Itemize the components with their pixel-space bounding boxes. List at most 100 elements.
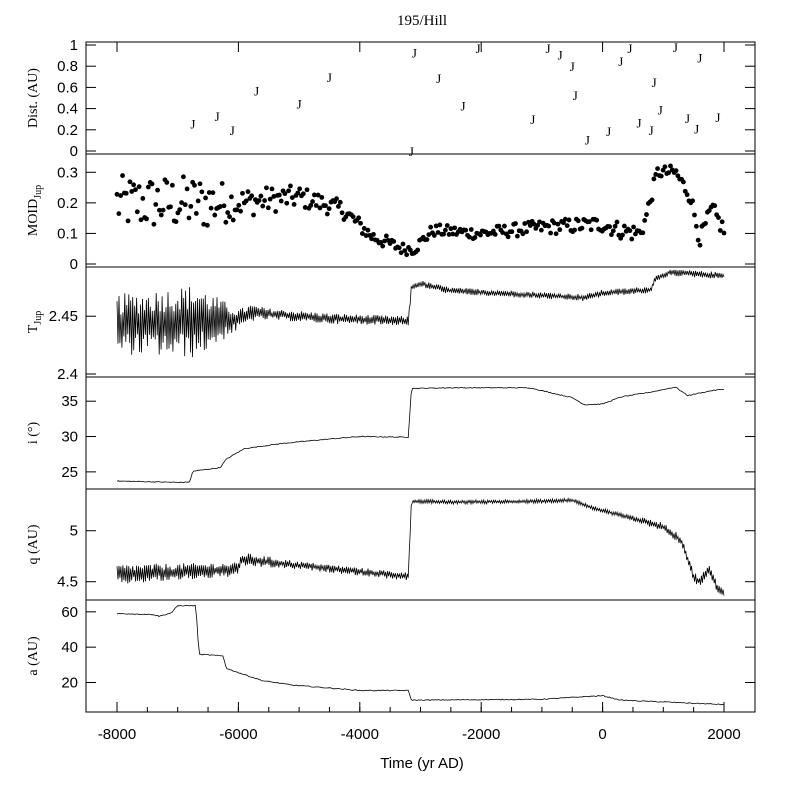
moid-point: [415, 247, 421, 253]
y-tick-label: 60: [61, 604, 78, 621]
moid-point: [520, 231, 526, 237]
panel-moid: 0 0.1 0.2 0.3 MOIDJup: [26, 153, 756, 273]
moid-point: [391, 238, 397, 244]
moid-point: [195, 198, 201, 204]
y-axis-label-main: i (°): [26, 422, 41, 445]
moid-point: [230, 217, 236, 223]
moid-point: [136, 184, 142, 190]
y-axis-label-sub: Jup: [33, 185, 44, 199]
moid-point: [278, 198, 284, 204]
moid-point: [356, 215, 362, 221]
moid-point: [284, 200, 290, 206]
jupiter-encounter-marker: J: [230, 123, 235, 138]
moid-point: [588, 227, 594, 233]
moid-point: [310, 199, 315, 204]
y-axis-label-main: a (AU): [26, 636, 41, 676]
moid-point: [236, 202, 242, 208]
moid-point: [138, 217, 144, 223]
moid-point: [463, 227, 469, 233]
moid-point: [719, 219, 725, 225]
moid-point: [496, 223, 502, 229]
moid-point: [640, 230, 646, 236]
y-axis-label-main: q (AU): [26, 524, 41, 564]
moid-point: [594, 217, 600, 223]
jupiter-encounter-marker: J: [530, 112, 535, 127]
moid-point: [127, 179, 133, 185]
moid-point: [212, 212, 218, 218]
jupiter-encounter-marker: J: [685, 111, 690, 126]
moid-point: [522, 221, 528, 226]
moid-point: [125, 218, 131, 224]
moid-point: [424, 237, 430, 242]
panel-frame: [85, 41, 756, 155]
moid-point: [313, 203, 319, 208]
moid-point: [181, 174, 186, 180]
x-tick-label: -6000: [219, 726, 257, 743]
jupiter-encounter-marker: J: [606, 124, 611, 139]
moid-point: [304, 187, 310, 193]
x-tick-label: 0: [598, 726, 606, 743]
moid-point: [448, 226, 454, 232]
moid-point: [561, 220, 566, 226]
moid-point: [120, 173, 125, 178]
moid-point: [265, 205, 271, 211]
jupiter-encounter-marker: J: [558, 48, 563, 63]
y-axis-label-sub: Jup: [33, 311, 44, 325]
jupiter-encounter-marker: J: [649, 123, 654, 138]
y-axis-label: MOIDJup: [26, 185, 44, 236]
jupiter-encounter-marker: J: [436, 71, 441, 86]
y-tick-label: 0.3: [57, 164, 78, 181]
moid-point: [210, 190, 216, 196]
moid-point: [153, 202, 159, 207]
panel-frame: [85, 599, 756, 713]
y-tick-label: 2.45: [49, 308, 78, 325]
moid-point: [302, 205, 308, 210]
moid-point: [177, 207, 183, 213]
jupiter-encounter-marker: J: [658, 103, 663, 118]
moid-point: [203, 195, 208, 201]
y-axis-label: i (°): [26, 422, 41, 445]
moid-point: [256, 198, 262, 203]
moid-point: [271, 194, 277, 199]
y-tick-label: 0: [70, 256, 78, 273]
moid-point: [407, 247, 413, 253]
jupiter-encounter-marker: J: [297, 96, 302, 111]
moid-point: [149, 181, 155, 187]
moid-point: [264, 185, 269, 191]
moid-point: [721, 230, 727, 236]
panel-frame: [85, 488, 756, 601]
moid-point: [631, 224, 636, 230]
moid-point: [562, 216, 568, 222]
moid-point: [651, 176, 657, 182]
moid-point: [160, 207, 166, 213]
moid-point: [531, 221, 537, 227]
panel-a: 20 40 60 a (AU): [26, 599, 756, 713]
y-tick-label: 40: [61, 639, 78, 656]
moid-point: [537, 219, 542, 225]
series-a: [116, 604, 725, 706]
moid-point: [426, 232, 432, 237]
jupiter-encounter-marker: J: [618, 54, 623, 69]
jupiter-encounter-marker: J: [585, 132, 590, 147]
moid-point: [199, 189, 205, 195]
moid-point: [428, 224, 434, 230]
moid-point: [441, 231, 446, 237]
moid-point: [208, 205, 214, 211]
moid-point: [323, 203, 328, 209]
moid-point: [435, 230, 441, 235]
moid-point: [339, 210, 345, 216]
moid-point: [182, 202, 188, 208]
panel-frame: [85, 376, 756, 490]
moid-point: [586, 219, 592, 225]
moid-point: [358, 220, 363, 226]
panel-incl: 25 30 35 i (°): [26, 376, 756, 490]
moid-point: [286, 188, 291, 194]
moid-point: [184, 186, 190, 192]
moid-point: [319, 194, 325, 200]
moid-point: [673, 168, 679, 174]
moid-point: [662, 164, 668, 170]
x-axis-label: Time (yr AD): [380, 755, 464, 772]
moid-point: [500, 230, 506, 235]
panel-tjup: 2.4 2.45 TJup: [26, 266, 756, 383]
y-tick-label: 0: [70, 143, 78, 160]
